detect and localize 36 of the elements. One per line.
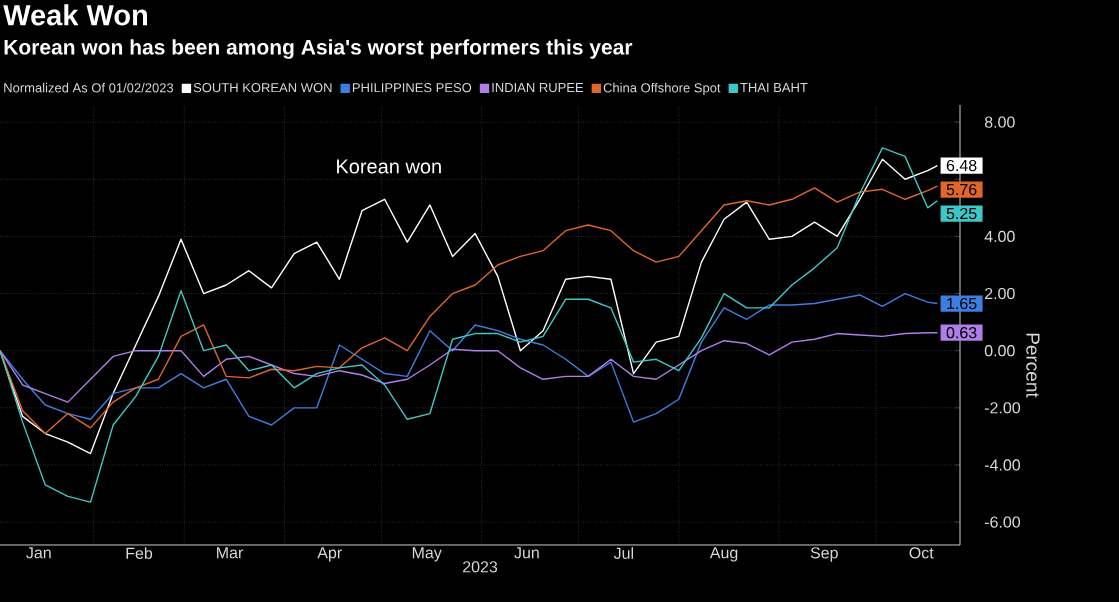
legend-label: THAI BAHT — [740, 83, 808, 93]
line-series — [0, 147, 939, 503]
x-tick-label: Mar — [217, 547, 244, 559]
line-series — [0, 292, 939, 426]
y-tick-label: 2.00 — [985, 287, 1015, 300]
x-tick-label: Feb — [126, 547, 153, 559]
legend-label: SOUTH KOREAN WON — [193, 83, 332, 93]
x-tick-label: Apr — [317, 547, 342, 562]
legend-label: PHILIPPINES PESO — [352, 83, 472, 93]
legend-title: Normalized As Of 01/02/2023 — [4, 82, 174, 93]
x-tick-label: May — [412, 547, 442, 562]
x-axis-title: 2023 — [463, 561, 498, 573]
data-label: 6.48 — [946, 159, 977, 172]
y-tick-label: -4.00 — [984, 459, 1021, 471]
data-label: 5.25 — [946, 207, 977, 220]
data-label: 1.65 — [947, 297, 977, 310]
x-tick-label: Jun — [514, 547, 539, 559]
y-tick-label: 4.00 — [984, 230, 1015, 243]
x-tick-label: Jan — [26, 547, 51, 559]
chart-title: Weak Won — [3, 4, 147, 26]
data-label: 5.76 — [946, 183, 977, 196]
legend-label: INDIAN RUPEE — [492, 83, 584, 93]
y-tick-label: -6.00 — [984, 516, 1021, 528]
annotation: Korean won — [337, 159, 441, 174]
x-tick-label: Sep — [810, 547, 838, 562]
x-tick-label: Oct — [909, 547, 934, 559]
line-series — [0, 185, 939, 435]
y-axis-title: Percent — [1026, 333, 1040, 398]
y-tick-label: 8.00 — [984, 116, 1015, 128]
data-label: 0.63 — [946, 327, 977, 339]
legend-label: China Offshore Spot — [603, 82, 721, 95]
y-tick-label: -2.00 — [984, 402, 1021, 414]
x-tick-label: Aug — [709, 547, 738, 562]
chart-subtitle: Korean won has been among Asia's worst performers this year — [4, 39, 633, 59]
x-tick-label: Jul — [613, 547, 633, 559]
y-tick-label: 0.00 — [984, 345, 1015, 357]
